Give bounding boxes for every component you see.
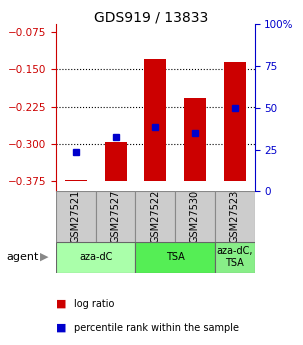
Bar bbox=[184, 98, 206, 181]
Bar bbox=[224, 62, 246, 181]
Text: log ratio: log ratio bbox=[74, 299, 115, 308]
Bar bbox=[144, 59, 166, 181]
Bar bbox=[105, 141, 127, 181]
Text: GSM27527: GSM27527 bbox=[111, 190, 121, 243]
Text: GSM27523: GSM27523 bbox=[230, 190, 240, 243]
Text: TSA: TSA bbox=[166, 252, 185, 262]
Text: GSM27521: GSM27521 bbox=[71, 190, 81, 243]
FancyBboxPatch shape bbox=[175, 191, 215, 242]
Text: ▶: ▶ bbox=[40, 252, 48, 262]
Text: GSM27530: GSM27530 bbox=[190, 190, 200, 243]
FancyBboxPatch shape bbox=[135, 241, 215, 273]
FancyBboxPatch shape bbox=[135, 191, 175, 242]
Text: aza-dC: aza-dC bbox=[79, 252, 112, 262]
FancyBboxPatch shape bbox=[56, 241, 135, 273]
FancyBboxPatch shape bbox=[215, 241, 255, 273]
Text: aza-dC,
TSA: aza-dC, TSA bbox=[216, 246, 253, 268]
FancyBboxPatch shape bbox=[96, 191, 135, 242]
Bar bbox=[65, 180, 87, 181]
Text: agent: agent bbox=[6, 252, 38, 262]
Text: percentile rank within the sample: percentile rank within the sample bbox=[74, 323, 239, 333]
Text: ■: ■ bbox=[56, 299, 67, 308]
FancyBboxPatch shape bbox=[215, 191, 255, 242]
Text: GDS919 / 13833: GDS919 / 13833 bbox=[94, 10, 209, 24]
FancyBboxPatch shape bbox=[56, 191, 96, 242]
Text: GSM27522: GSM27522 bbox=[150, 190, 160, 243]
Text: ■: ■ bbox=[56, 323, 67, 333]
